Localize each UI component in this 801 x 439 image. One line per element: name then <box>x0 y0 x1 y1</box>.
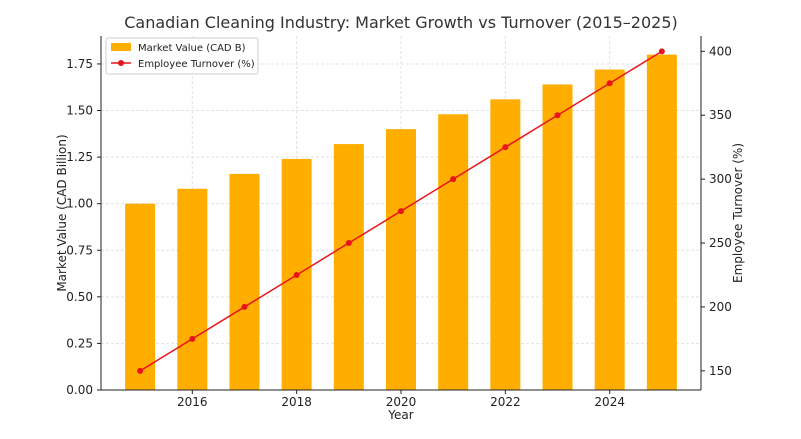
turnover-point-2016 <box>189 335 196 342</box>
y-left-tick-label: 1.50 <box>66 104 93 118</box>
turnover-point-2023 <box>554 112 561 119</box>
y-right-tick-label: 350 <box>709 108 732 122</box>
x-tick-label: 2018 <box>281 395 312 409</box>
turnover-point-2015 <box>137 367 144 374</box>
legend-label-market-value: Market Value (CAD B) <box>138 43 246 54</box>
turnover-point-2019 <box>345 240 352 247</box>
y-left-tick-label: 0.25 <box>66 336 93 350</box>
bar-market-value-2023 <box>542 84 573 390</box>
y-left-tick-label: 1.75 <box>66 57 93 71</box>
turnover-point-2025 <box>658 48 665 55</box>
y-right-tick-label: 300 <box>709 172 732 186</box>
bar-market-value-2024 <box>594 69 625 391</box>
bar-layer <box>125 54 677 391</box>
y-left-tick-label: 0.00 <box>66 383 93 397</box>
x-tick-label: 2022 <box>490 395 521 409</box>
turnover-point-2020 <box>398 208 404 215</box>
bar-market-value-2021 <box>438 114 469 391</box>
x-axis-label: Year <box>387 408 413 422</box>
y-left-tick-label: 1.00 <box>66 197 93 211</box>
turnover-point-2017 <box>241 303 248 310</box>
bar-market-value-2019 <box>333 144 364 390</box>
y-left-tick-label: 0.50 <box>66 290 93 304</box>
y-left-tick-label: 1.25 <box>66 150 93 164</box>
chart-title: Canadian Cleaning Industry: Market Growt… <box>124 13 678 32</box>
turnover-point-2021 <box>450 176 457 183</box>
x-tick-label: 2024 <box>594 395 625 409</box>
y-right-tick-label: 250 <box>709 236 732 250</box>
legend-swatch-turnover-marker <box>118 60 124 66</box>
bar-market-value-2017 <box>229 173 260 390</box>
bar-market-value-2022 <box>490 99 521 391</box>
legend-box <box>105 37 259 75</box>
legend: Market Value (CAD B) Employee Turnover (… <box>105 37 259 75</box>
bar-market-value-2020 <box>386 129 416 390</box>
bar-market-value-2025 <box>646 54 677 390</box>
legend-swatch-market-value <box>111 43 131 51</box>
y-left-tick-label: 0.75 <box>66 243 93 257</box>
y-right-tick-label: 200 <box>709 300 732 314</box>
turnover-point-2018 <box>293 271 300 278</box>
x-tick-label: 2016 <box>177 395 208 409</box>
line-layer <box>137 48 665 374</box>
turnover-point-2022 <box>502 144 509 151</box>
bar-market-value-2016 <box>177 188 208 390</box>
axes-layer: 2016 2018 2020 2022 2024 0.00 0.25 0.50 0.75 1.00… <box>66 36 732 409</box>
y-right-tick-label: 400 <box>709 44 732 58</box>
y-axis-right-label: Employee Turnover (%) <box>731 143 745 283</box>
turnover-point-2024 <box>606 80 613 87</box>
x-tick-label: 2020 <box>386 395 417 409</box>
y-axis-left-label: Market Value (CAD Billion) <box>55 134 69 291</box>
legend-label-turnover: Employee Turnover (%) <box>138 59 255 70</box>
y-right-tick-label: 150 <box>709 364 732 378</box>
bar-market-value-2015 <box>125 203 156 390</box>
